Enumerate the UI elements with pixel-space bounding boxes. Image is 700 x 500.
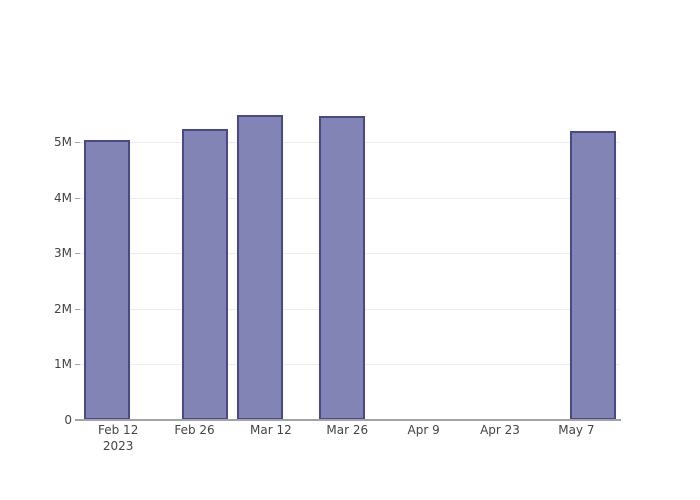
x-tick-label: Mar 26 bbox=[302, 422, 392, 438]
x-tick-label-line2: 2023 bbox=[102, 439, 134, 453]
y-tick-label: 5M bbox=[54, 134, 72, 149]
y-tick-mark bbox=[75, 309, 80, 310]
x-tick-label-line1: Apr 23 bbox=[480, 423, 520, 437]
y-tick-mark bbox=[75, 198, 80, 199]
y-tick-label: 4M bbox=[54, 190, 72, 205]
y-tick-mark bbox=[75, 142, 80, 143]
x-tick-label: Apr 9 bbox=[379, 422, 469, 438]
bar[interactable] bbox=[182, 129, 229, 420]
bar[interactable] bbox=[237, 114, 283, 420]
x-tick-label-line1: Mar 26 bbox=[326, 423, 369, 437]
x-tick-label: Feb 12 2023 bbox=[73, 422, 163, 454]
x-axis-line bbox=[75, 419, 621, 421]
x-tick-label-line1: Feb 26 bbox=[174, 423, 215, 437]
x-tick-label: Feb 26 bbox=[150, 422, 240, 438]
bar[interactable] bbox=[318, 115, 365, 420]
bar[interactable] bbox=[569, 131, 616, 420]
x-tick-label-line1: Mar 12 bbox=[250, 423, 292, 437]
y-tick-mark bbox=[75, 364, 80, 365]
bar[interactable] bbox=[84, 139, 131, 420]
x-tick-label: Apr 23 bbox=[455, 422, 545, 438]
y-tick-mark bbox=[75, 253, 80, 254]
x-tick-label: May 7 bbox=[531, 422, 621, 438]
y-tick-label: 1M bbox=[54, 357, 72, 372]
x-tick-label-line1: May 7 bbox=[558, 423, 595, 437]
y-tick-label: 0 bbox=[64, 413, 72, 427]
x-tick-label: Mar 12 bbox=[226, 422, 316, 438]
y-tick-label: 3M bbox=[54, 246, 72, 261]
x-tick-label-line1: Feb 12 bbox=[98, 423, 139, 437]
x-tick-label-line1: Apr 9 bbox=[407, 423, 440, 437]
y-tick-mark bbox=[75, 420, 80, 421]
y-tick-label: 2M bbox=[54, 301, 72, 316]
